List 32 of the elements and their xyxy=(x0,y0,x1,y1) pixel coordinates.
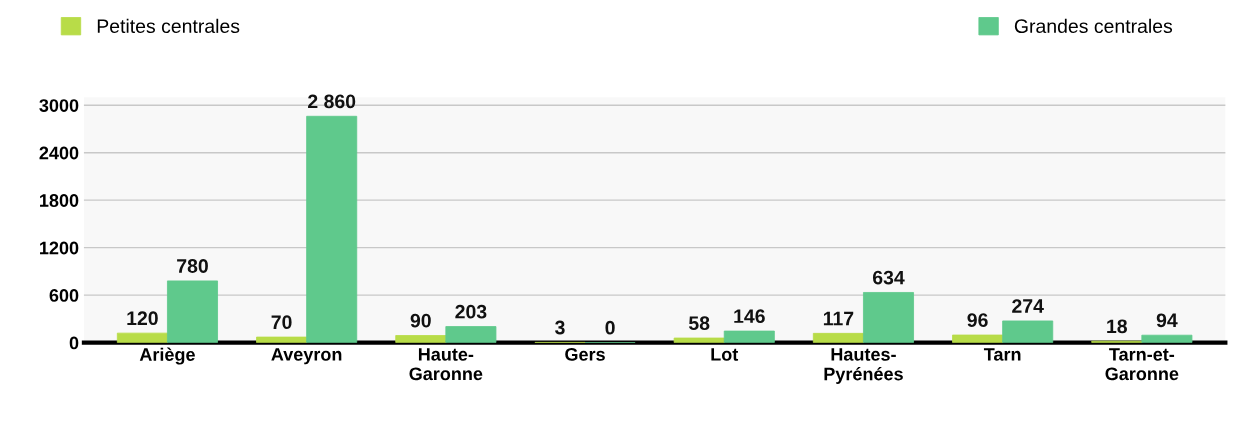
x-tick-label: Hautes- Pyrénées xyxy=(824,348,903,384)
data-label: 274 xyxy=(1012,299,1044,313)
x-tick-label: Tarn xyxy=(983,348,1021,361)
legend-label: Petites centrales xyxy=(97,18,240,34)
data-label: 3 xyxy=(555,320,565,335)
x-tick-label: Lot xyxy=(711,348,739,361)
y-tick-label: 600 xyxy=(49,289,79,302)
data-label: 780 xyxy=(177,259,208,273)
x-tick-label: Aveyron xyxy=(271,348,342,365)
data-label: 203 xyxy=(455,304,487,319)
data-label: 18 xyxy=(1107,319,1127,334)
data-label: 120 xyxy=(127,311,158,326)
y-tick-label: 1800 xyxy=(40,194,79,207)
data-label: 94 xyxy=(1156,313,1178,328)
y-tick-label: 3000 xyxy=(39,99,79,112)
y-tick-label: 2400 xyxy=(39,146,79,160)
x-tick-label: Haute- Garonne xyxy=(409,348,483,381)
data-label: 70 xyxy=(271,315,292,330)
x-tick-label: Gers xyxy=(565,347,605,361)
y-tick-label: 0 xyxy=(69,336,79,350)
data-label: 634 xyxy=(872,270,905,285)
legend-label: Grandes centrales xyxy=(1014,18,1173,34)
data-label: 2 860 xyxy=(308,94,356,109)
data-label: 96 xyxy=(967,313,988,328)
x-tick-label: Tarn-et- Garonne xyxy=(1105,348,1179,381)
y-tick-label: 1200 xyxy=(40,241,79,255)
data-label: 0 xyxy=(605,320,615,335)
data-label: 146 xyxy=(734,309,765,324)
data-label: 90 xyxy=(410,313,431,328)
data-label: 58 xyxy=(688,316,710,331)
data-label: 117 xyxy=(823,311,854,326)
x-tick-label: Ariège xyxy=(139,347,195,365)
